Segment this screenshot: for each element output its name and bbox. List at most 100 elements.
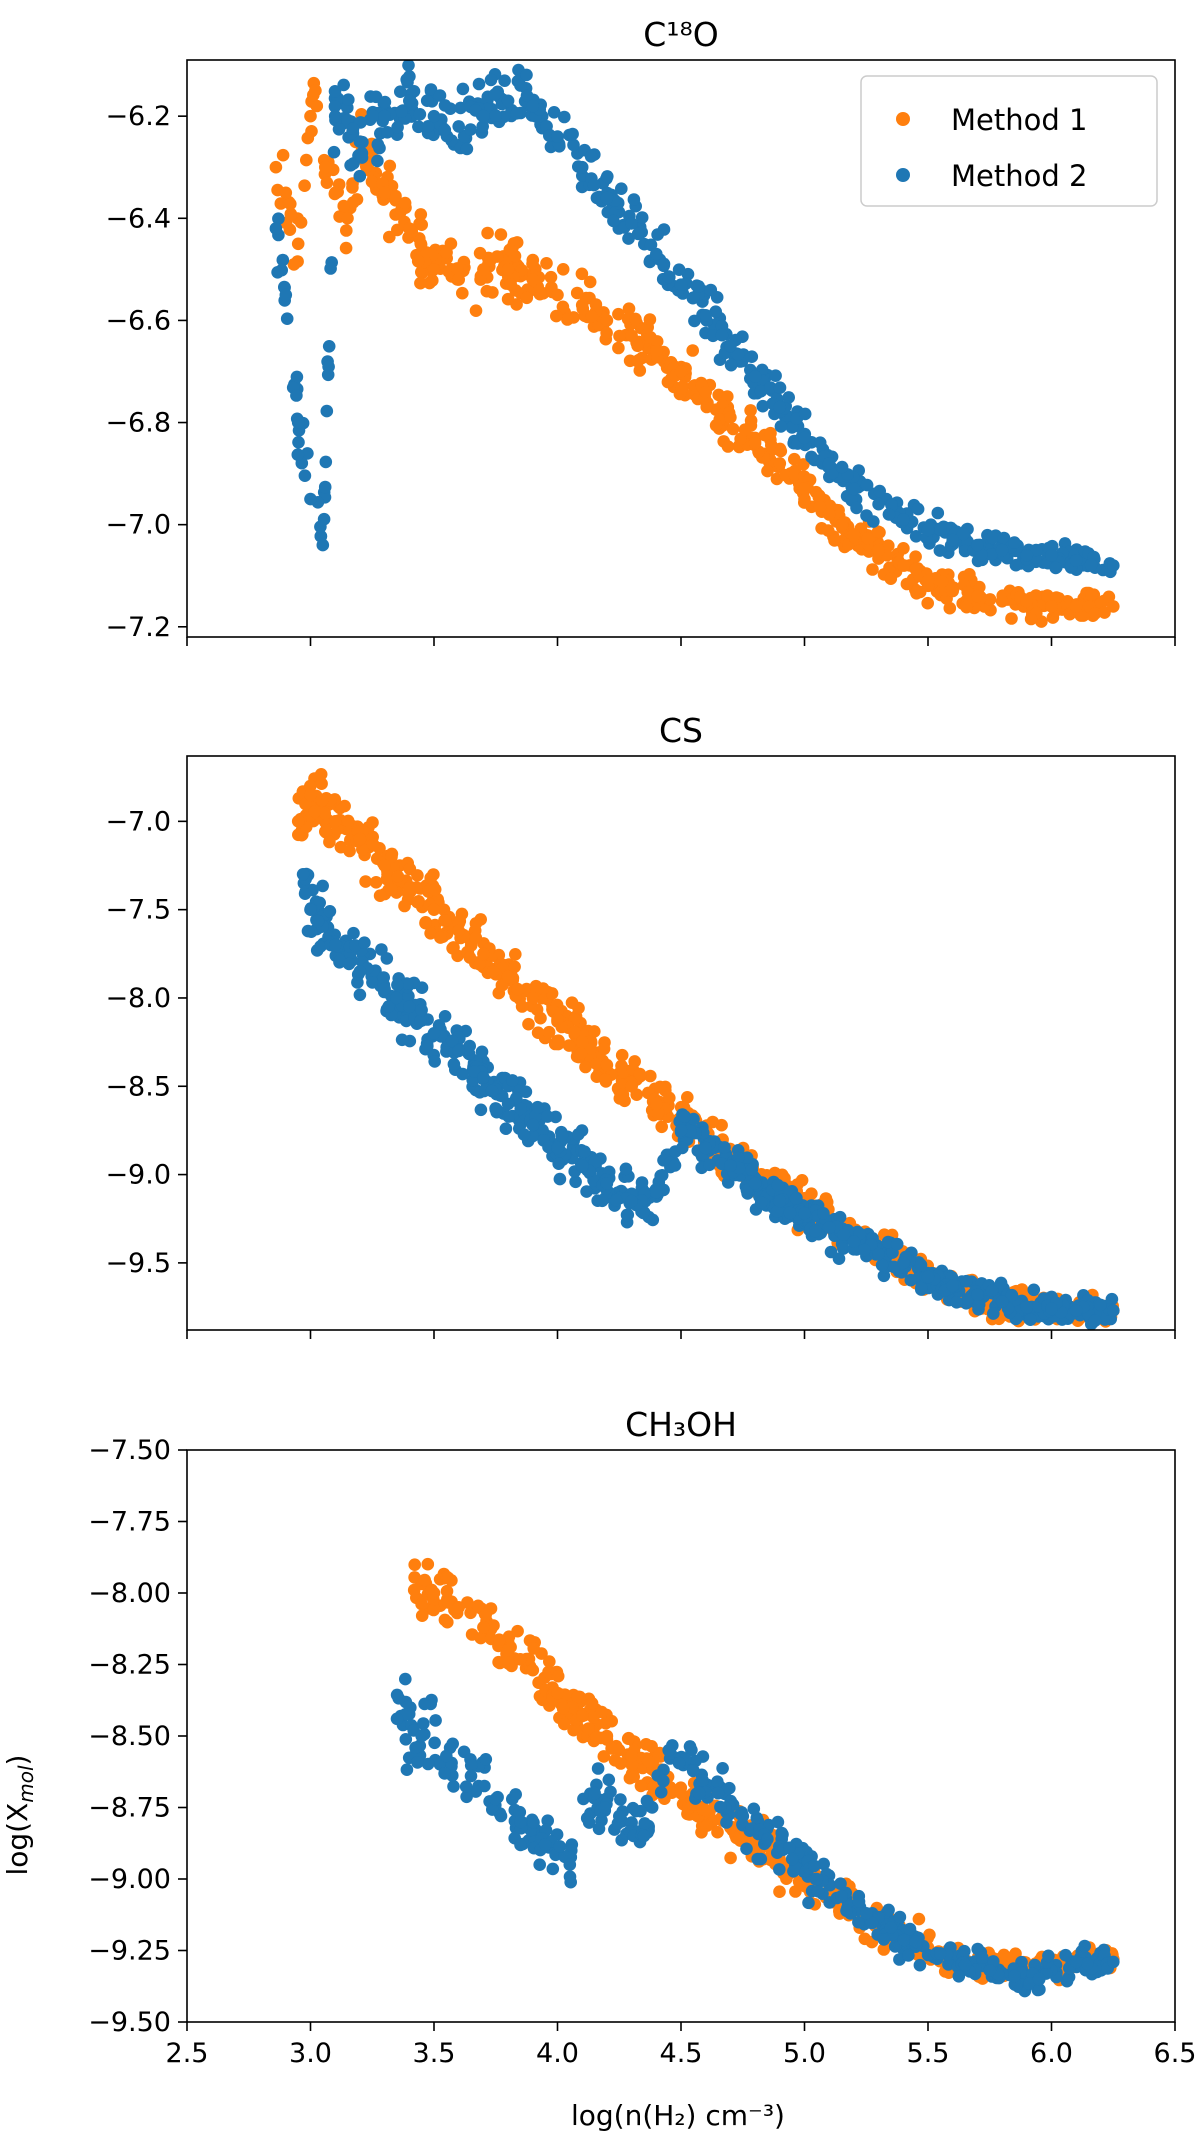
data-point bbox=[915, 1281, 928, 1294]
data-point bbox=[552, 1157, 565, 1170]
data-point bbox=[812, 491, 826, 504]
data-point bbox=[279, 288, 293, 302]
data-point bbox=[280, 312, 294, 326]
data-point bbox=[805, 1187, 818, 1200]
data-point bbox=[685, 1743, 698, 1757]
data-point bbox=[591, 1762, 605, 1775]
data-point bbox=[971, 589, 984, 603]
data-point bbox=[657, 1774, 670, 1788]
data-point bbox=[639, 1738, 653, 1751]
data-point bbox=[395, 105, 408, 118]
data-point bbox=[1069, 554, 1083, 567]
plot-frame bbox=[186, 1449, 1176, 2023]
data-point bbox=[857, 1243, 871, 1257]
data-point bbox=[399, 1672, 412, 1686]
data-point bbox=[718, 1141, 731, 1154]
data-point bbox=[469, 1785, 483, 1798]
data-point bbox=[650, 1097, 663, 1111]
data-point bbox=[597, 1042, 611, 1056]
data-point bbox=[492, 1633, 506, 1646]
legend-marker bbox=[896, 168, 910, 182]
data-point bbox=[319, 455, 333, 469]
data-point bbox=[447, 1780, 460, 1793]
data-point bbox=[571, 1690, 584, 1704]
data-point bbox=[598, 1801, 612, 1814]
y-axis-label: log(Xmol) bbox=[1, 1754, 38, 1875]
data-point bbox=[438, 99, 452, 112]
data-point bbox=[909, 550, 922, 563]
data-point bbox=[411, 254, 425, 268]
data-point bbox=[897, 1256, 910, 1270]
data-point bbox=[411, 869, 424, 882]
data-point bbox=[328, 85, 342, 98]
data-point bbox=[625, 329, 638, 343]
data-point bbox=[490, 1103, 504, 1116]
data-point bbox=[893, 1910, 907, 1924]
data-point bbox=[391, 870, 405, 883]
data-point bbox=[921, 574, 935, 588]
data-point bbox=[359, 875, 372, 888]
data-point bbox=[526, 99, 540, 113]
x-tick-label: 6.0 bbox=[1030, 2038, 1073, 2069]
data-point bbox=[609, 1193, 623, 1207]
data-point bbox=[269, 222, 283, 235]
data-point bbox=[852, 1895, 866, 1908]
data-point bbox=[674, 1124, 688, 1137]
data-point bbox=[464, 1759, 478, 1772]
data-point bbox=[971, 1288, 984, 1301]
data-point bbox=[556, 263, 570, 276]
data-point bbox=[328, 815, 342, 828]
data-point bbox=[600, 1058, 614, 1072]
data-point bbox=[963, 568, 976, 581]
data-point bbox=[769, 369, 782, 383]
data-point bbox=[563, 1858, 577, 1871]
data-point bbox=[897, 513, 910, 526]
data-point bbox=[871, 525, 885, 538]
data-point bbox=[471, 1599, 485, 1613]
data-point bbox=[590, 1057, 603, 1071]
data-point bbox=[542, 1025, 556, 1039]
data-point bbox=[1008, 1969, 1021, 1983]
data-point bbox=[877, 1943, 891, 1956]
data-point bbox=[423, 276, 436, 290]
data-point bbox=[284, 207, 298, 221]
data-point bbox=[540, 257, 553, 270]
data-point bbox=[1020, 549, 1034, 562]
y-tick-label: −7.5 bbox=[105, 895, 171, 926]
data-point bbox=[607, 214, 620, 228]
data-point bbox=[390, 1688, 404, 1702]
data-point bbox=[882, 508, 896, 521]
data-point bbox=[1020, 595, 1034, 608]
data-point bbox=[400, 977, 414, 990]
data-point bbox=[315, 777, 328, 790]
data-point bbox=[740, 1151, 754, 1164]
data-point bbox=[489, 109, 503, 122]
data-point bbox=[513, 1805, 527, 1819]
data-point bbox=[276, 148, 290, 162]
data-point bbox=[585, 1697, 599, 1710]
y-tick-label: −8.0 bbox=[105, 983, 171, 1014]
data-point bbox=[541, 1814, 554, 1827]
y-tick-label: −8.5 bbox=[105, 1071, 171, 1102]
data-point bbox=[724, 1851, 737, 1865]
y-tick-label: −6.2 bbox=[105, 101, 171, 132]
data-point bbox=[654, 1169, 667, 1183]
data-point bbox=[452, 924, 466, 938]
data-point bbox=[703, 1158, 716, 1172]
data-point bbox=[888, 1940, 902, 1953]
data-point bbox=[433, 89, 447, 102]
data-point bbox=[1005, 1288, 1019, 1302]
data-point bbox=[835, 1889, 848, 1903]
data-point bbox=[538, 1838, 552, 1851]
data-point bbox=[385, 883, 398, 896]
y-tick-label: −9.50 bbox=[88, 2007, 171, 2038]
data-point bbox=[983, 1964, 997, 1977]
data-point bbox=[651, 228, 664, 241]
data-point bbox=[287, 258, 301, 271]
data-point bbox=[600, 314, 614, 327]
data-point bbox=[427, 903, 441, 916]
x-tick-label: 3.5 bbox=[413, 2038, 456, 2069]
data-point bbox=[276, 253, 290, 267]
data-point bbox=[501, 94, 515, 108]
legend-label: Method 1 bbox=[951, 103, 1087, 137]
